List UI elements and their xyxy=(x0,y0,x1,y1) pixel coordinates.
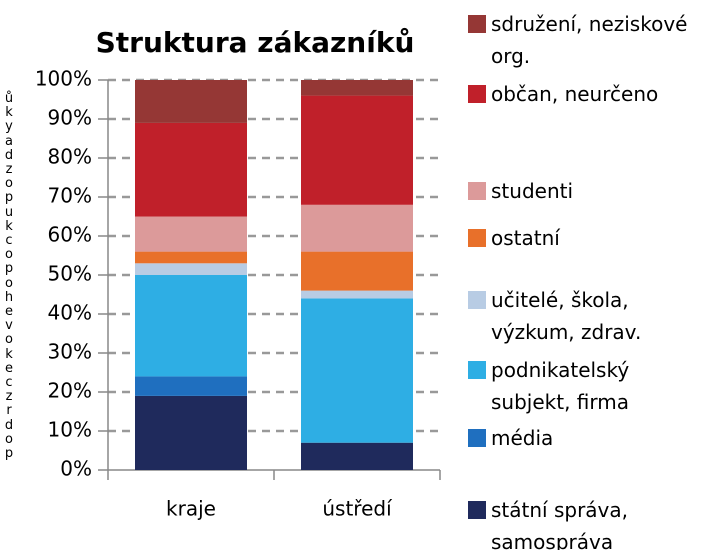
y-tick-label: 30% xyxy=(48,340,92,364)
legend-swatch xyxy=(468,361,486,379)
y-tick-label: 40% xyxy=(48,301,92,325)
legend-label: státní správa, samospráva xyxy=(491,498,628,550)
bar-segment xyxy=(135,395,247,470)
x-tick-label: kraje xyxy=(166,497,216,521)
y-tick-label: 0% xyxy=(60,457,92,481)
legend-entry: státní správa, samospráva xyxy=(468,494,704,550)
bar-segment xyxy=(135,275,247,377)
legend-label: studenti xyxy=(491,179,574,203)
chart-title: Struktura zákazníků xyxy=(96,26,415,59)
legend-label: média xyxy=(491,426,554,450)
legend-entry: ostatní xyxy=(468,222,704,254)
y-tick-label: 100% xyxy=(35,67,92,91)
bar-segment xyxy=(135,263,247,275)
bar-segment xyxy=(301,298,413,443)
legend-swatch xyxy=(468,85,486,103)
legend-swatch xyxy=(468,15,486,33)
bar-segment xyxy=(301,95,413,205)
bar-segment xyxy=(301,290,413,299)
y-tick-label: 60% xyxy=(48,223,92,247)
y-tick-label: 20% xyxy=(48,379,92,403)
x-tick-label: ústředí xyxy=(322,497,393,521)
y-tick-label: 10% xyxy=(48,418,92,442)
legend-entry: učitelé, škola, výzkum, zdrav. xyxy=(468,284,704,348)
bar-segment xyxy=(135,376,247,396)
bar-segment xyxy=(301,80,413,96)
legend-swatch xyxy=(468,182,486,200)
legend-label: občan, neurčeno xyxy=(491,82,659,106)
legend-swatch xyxy=(468,291,486,309)
legend-entry: podnikatelský subjekt, firma xyxy=(468,354,704,418)
legend-entry: občan, neurčeno xyxy=(468,78,704,110)
legend-entry: média xyxy=(468,422,704,454)
bar-segment xyxy=(135,251,247,264)
bar-segment xyxy=(135,80,247,123)
y-tick-label: 90% xyxy=(48,106,92,130)
legend-entry: sdružení, neziskové org. xyxy=(468,8,704,72)
y-tick-label: 80% xyxy=(48,145,92,169)
legend-label: sdružení, neziskové org. xyxy=(491,12,688,68)
bar-segment xyxy=(301,251,413,291)
legend-swatch xyxy=(468,429,486,447)
bar-segment xyxy=(135,216,247,252)
bar-segment xyxy=(135,122,247,217)
legend-swatch xyxy=(468,501,486,519)
legend-swatch xyxy=(468,229,486,247)
legend-label: podnikatelský subjekt, firma xyxy=(491,358,630,414)
bar-segment xyxy=(301,442,413,470)
bar-segment xyxy=(301,204,413,252)
y-tick-label: 50% xyxy=(48,262,92,286)
y-tick-label: 70% xyxy=(48,184,92,208)
legend-label: ostatní xyxy=(491,226,560,250)
legend-label: učitelé, škola, výzkum, zdrav. xyxy=(491,288,642,344)
y-axis-label: ůkyadzopukcopohevokeczrdop xyxy=(4,91,14,462)
legend-entry: studenti xyxy=(468,175,704,207)
